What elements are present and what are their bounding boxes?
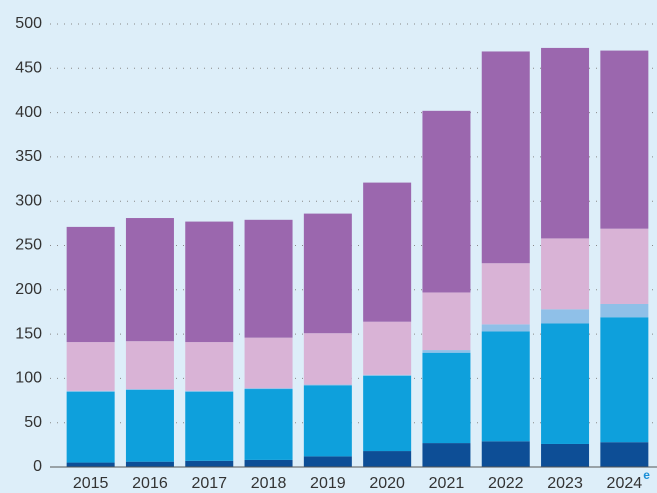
x-tick-label: 2020 [369, 475, 405, 492]
x-tick-label: 2016 [132, 475, 168, 492]
bar-segment [422, 443, 471, 467]
annotation: e [643, 468, 650, 482]
bar-segment [541, 238, 590, 310]
x-tick-label: 2022 [488, 475, 524, 492]
bar-segment [363, 321, 412, 375]
bar-segment [303, 384, 352, 386]
x-tick-label: 2017 [191, 475, 227, 492]
bar-segment [185, 342, 234, 391]
bar-segment [541, 309, 590, 324]
bar-segment [481, 324, 530, 332]
bar-segment [363, 451, 412, 467]
bar-segment [303, 456, 352, 467]
bar-segment [66, 226, 115, 343]
bar-segment [541, 47, 590, 239]
bar-segment [541, 443, 590, 467]
x-tick-label: 2023 [547, 475, 583, 492]
y-tick-label: 350 [15, 148, 42, 165]
y-tick-label: 0 [33, 458, 42, 475]
bar-segment [303, 213, 352, 334]
x-tick-label: 2021 [429, 475, 465, 492]
bar-segment [303, 385, 352, 457]
bar-segment [185, 221, 234, 343]
x-tick-label: 2019 [310, 475, 346, 492]
bar-segment [363, 182, 412, 322]
bar-segment [244, 389, 293, 460]
bar-segment [481, 263, 530, 325]
bar-segment [600, 317, 649, 443]
bar-segment [541, 323, 590, 444]
bar-segment [303, 333, 352, 385]
y-tick-label: 50 [24, 414, 42, 431]
bar-segment [363, 375, 412, 452]
y-tick-label: 150 [15, 325, 42, 342]
bar-segment [600, 50, 649, 229]
y-tick-label: 400 [15, 104, 42, 121]
y-tick-label: 450 [15, 60, 42, 77]
y-tick-label: 200 [15, 281, 42, 298]
bar-segment [422, 350, 471, 353]
bar-segment [244, 459, 293, 467]
bar-segment [125, 389, 174, 390]
bar-segment [244, 388, 293, 390]
bar-segment [125, 218, 174, 342]
bar-segment [66, 391, 115, 463]
bar-segment [422, 110, 471, 293]
bar-segment [66, 390, 115, 392]
bar-segment [600, 303, 649, 318]
x-tick-label: 2018 [251, 475, 287, 492]
bar-segment [422, 352, 471, 444]
bar-segment [600, 228, 649, 304]
bar-segment [244, 337, 293, 389]
y-tick-label: 250 [15, 237, 42, 254]
bar-segment [481, 441, 530, 467]
bar-segment [185, 460, 234, 467]
bar-segment [185, 390, 234, 392]
bar-segment [363, 374, 412, 376]
bar-segment [481, 331, 530, 442]
x-tick-label: 2015 [73, 475, 109, 492]
bar-segment [125, 461, 174, 467]
y-tick-label: 300 [15, 192, 42, 209]
bar-segment [481, 51, 530, 264]
bar-segment [422, 292, 471, 351]
x-tick-label: 2024 [607, 475, 643, 492]
bar-segment [125, 389, 174, 462]
bar-segment [244, 219, 293, 338]
bar-segment [66, 462, 115, 467]
y-tick-label: 100 [15, 370, 42, 387]
bar-segment [66, 342, 115, 391]
bar-segment [600, 442, 649, 467]
bar-segment [185, 391, 234, 461]
bar-segment [125, 341, 174, 390]
y-tick-label: 500 [15, 15, 42, 32]
